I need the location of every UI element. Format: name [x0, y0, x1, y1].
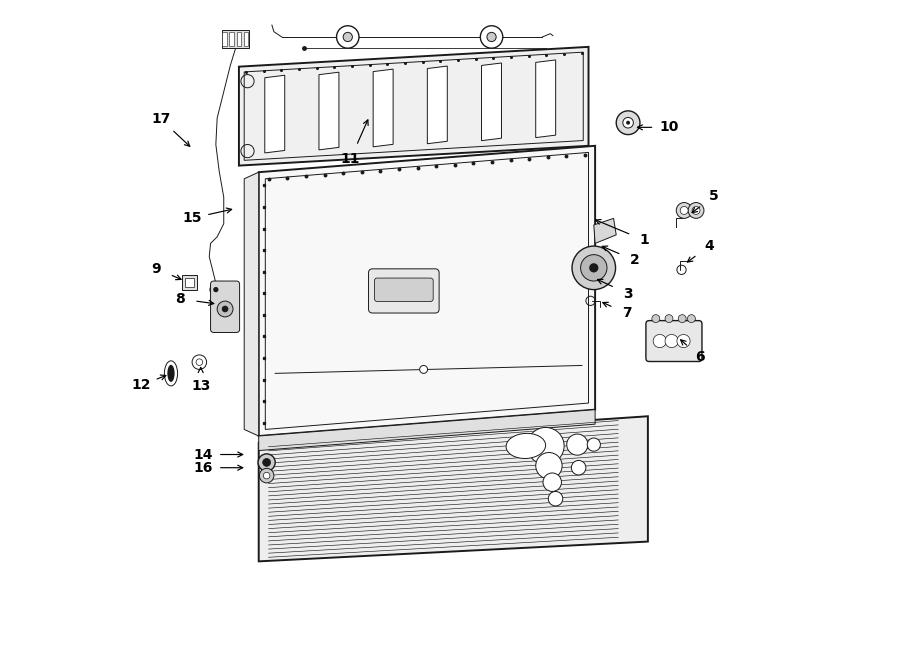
Text: 4: 4 [704, 239, 714, 253]
Text: 12: 12 [131, 378, 150, 392]
Text: 15: 15 [182, 212, 202, 225]
Circle shape [688, 202, 704, 218]
Text: 6: 6 [695, 350, 705, 364]
Circle shape [665, 334, 679, 348]
Bar [244, 32, 248, 46]
Circle shape [337, 26, 359, 48]
Circle shape [692, 206, 700, 214]
Circle shape [264, 473, 270, 479]
Circle shape [567, 434, 588, 455]
Circle shape [213, 287, 219, 292]
FancyBboxPatch shape [211, 281, 239, 332]
Ellipse shape [167, 365, 175, 382]
Circle shape [616, 111, 640, 135]
Text: 5: 5 [708, 190, 718, 204]
Circle shape [217, 301, 233, 317]
Circle shape [688, 315, 696, 323]
Bar [184, 278, 194, 287]
Circle shape [527, 428, 564, 465]
Text: 17: 17 [151, 112, 171, 126]
Text: 10: 10 [660, 120, 679, 134]
FancyBboxPatch shape [374, 278, 433, 301]
Circle shape [623, 118, 634, 128]
Polygon shape [258, 416, 648, 561]
Circle shape [677, 334, 690, 348]
Text: 1: 1 [640, 233, 650, 247]
Polygon shape [258, 410, 595, 451]
Circle shape [221, 305, 229, 312]
Polygon shape [482, 63, 501, 141]
Circle shape [626, 121, 630, 125]
Text: 7: 7 [622, 307, 632, 321]
Circle shape [259, 469, 274, 483]
Circle shape [676, 202, 692, 218]
Bar [230, 32, 234, 46]
Circle shape [210, 284, 221, 295]
Circle shape [665, 315, 673, 323]
Polygon shape [258, 146, 595, 436]
Circle shape [572, 246, 616, 290]
Circle shape [487, 32, 496, 42]
Circle shape [572, 461, 586, 475]
Circle shape [536, 453, 562, 479]
Circle shape [481, 26, 503, 48]
Circle shape [580, 254, 607, 281]
Text: 2: 2 [630, 253, 640, 267]
Text: 9: 9 [151, 262, 161, 276]
Text: 14: 14 [194, 447, 213, 461]
Circle shape [652, 315, 660, 323]
Bar [182, 275, 197, 290]
Circle shape [543, 473, 562, 491]
Circle shape [263, 459, 271, 467]
FancyBboxPatch shape [646, 321, 702, 362]
Circle shape [587, 438, 600, 451]
Polygon shape [244, 173, 258, 436]
Ellipse shape [165, 361, 177, 386]
Text: 3: 3 [623, 287, 633, 301]
Circle shape [548, 491, 562, 506]
Polygon shape [374, 69, 393, 147]
Polygon shape [238, 47, 589, 166]
FancyBboxPatch shape [368, 269, 439, 313]
Polygon shape [319, 72, 339, 150]
Circle shape [258, 454, 275, 471]
Circle shape [343, 32, 353, 42]
Polygon shape [536, 60, 555, 137]
Bar [222, 32, 227, 46]
Circle shape [590, 263, 598, 272]
Polygon shape [594, 218, 616, 243]
Circle shape [653, 334, 666, 348]
Ellipse shape [506, 434, 545, 459]
Circle shape [680, 206, 688, 214]
Bar [237, 32, 241, 46]
Circle shape [419, 366, 428, 373]
Circle shape [679, 315, 686, 323]
Polygon shape [428, 66, 447, 143]
Text: 11: 11 [341, 152, 360, 166]
Text: 13: 13 [191, 379, 211, 393]
Text: 8: 8 [175, 292, 184, 306]
Bar [221, 30, 249, 48]
Text: 16: 16 [194, 461, 213, 475]
Polygon shape [265, 75, 284, 153]
